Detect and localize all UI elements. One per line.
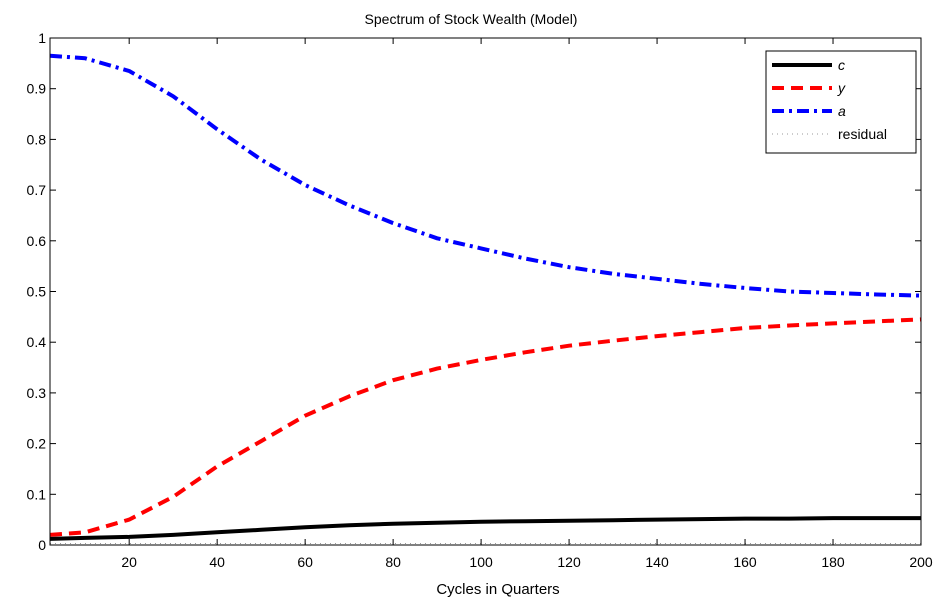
y-tick-label: 0 [38,537,46,553]
x-axis-label: Cycles in Quarters [436,581,559,598]
x-tick-label: 120 [557,554,581,570]
legend-label-y: y [837,80,846,96]
x-tick-label: 180 [821,554,845,570]
y-tick-label: 0.3 [27,385,47,401]
x-tick-label: 200 [909,554,933,570]
legend-label-a: a [838,103,846,119]
axes: 20 40 60 80 100 120 140 160 180 200 0 0.1 0.2 0.3 0.4 0… [27,30,933,570]
y-tick-label: 1 [38,30,46,46]
plot-area [49,53,922,544]
legend-label-residual: residual [838,126,887,142]
y-tick-label: 0.7 [27,182,47,198]
y-tick-label: 0.8 [27,131,47,147]
y-tick-label: 0.5 [27,284,47,300]
y-tick-label: 0.1 [27,486,47,502]
x-tick-label: 60 [297,554,313,570]
legend-label-c: c [838,57,845,73]
y-tick-label: 0.9 [27,81,47,97]
series-line-c [49,516,921,541]
y-tick-label: 0.6 [27,233,47,249]
x-tick-label: 160 [733,554,757,570]
x-tick-label: 140 [645,554,669,570]
series-line-y [49,317,922,537]
x-tick-label: 100 [469,554,493,570]
y-tick-label: 0.2 [27,436,47,452]
x-tick-label: 20 [121,554,137,570]
x-tick-label: 40 [209,554,225,570]
x-tick-label: 80 [385,554,401,570]
series-line-a [49,53,922,298]
chart-title: Spectrum of Stock Wealth (Model) [365,11,578,27]
legend: cya residual [765,50,917,154]
y-tick-label: 0.4 [27,334,47,350]
legend-box [765,50,917,154]
